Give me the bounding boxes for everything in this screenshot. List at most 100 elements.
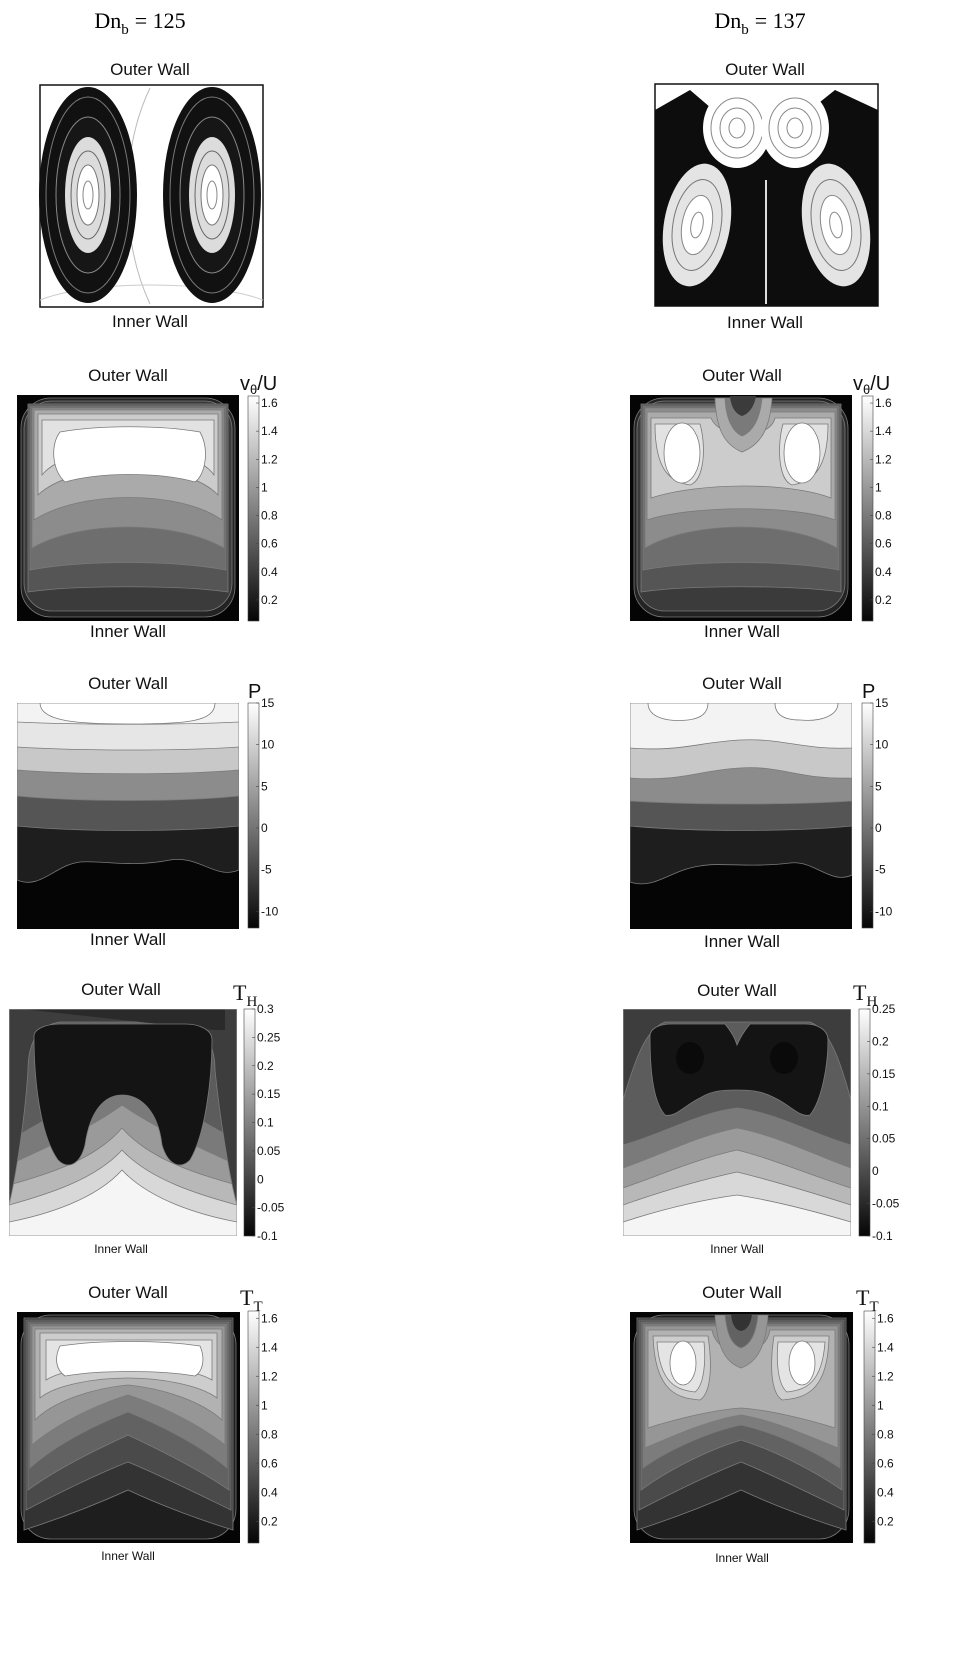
- colorbar-scale: [247, 702, 260, 929]
- colorbar-tick-label: 0.2: [257, 1059, 274, 1073]
- colorbar-tick-label: 0.2: [261, 1514, 278, 1528]
- colorbar-2: 1.6 1.4 1.2 1 0.8 0.6 0.4 0.2 vθ/U: [853, 373, 892, 622]
- colorbar-tick-label: 0: [261, 821, 268, 835]
- colorbar-tick-label: 0.8: [877, 1427, 894, 1441]
- colorbar-scale: [861, 702, 874, 929]
- streamline-plot-2: [654, 83, 879, 307]
- colorbar-tick-label: 0.6: [261, 537, 278, 551]
- outer-wall-label: Outer Wall: [88, 366, 168, 385]
- streamline-plot-1: [39, 84, 264, 308]
- pressure-contour-plot-2: [630, 703, 852, 929]
- outer-wall-label: Outer Wall: [702, 674, 782, 693]
- pressure-contour-plot-1: [17, 703, 239, 929]
- velocity-contour-plot-1: [17, 395, 239, 621]
- colorbar-tick-label: 10: [261, 738, 275, 752]
- colorbar-tick-label: 0.1: [872, 1099, 889, 1113]
- colorbar-tick-label: 0.2: [872, 1034, 889, 1048]
- inner-wall-label: Inner Wall: [704, 932, 780, 951]
- colorbar-8: 1.6 1.4 1.2 1 0.8 0.6 0.4 0.2 TT: [856, 1285, 894, 1544]
- velocity-contour-plot-2: [630, 395, 852, 621]
- temperature-h-contour-plot-1: [9, 1009, 237, 1236]
- colorbar-tick-label: 1: [875, 480, 882, 494]
- colorbar-tick-label: 1.4: [875, 424, 892, 438]
- colorbar-tick-label: 0.8: [875, 509, 892, 523]
- colorbar-scale: [863, 1310, 876, 1544]
- outer-wall-label: Outer Wall: [697, 981, 777, 1000]
- colorbar-title: TH: [853, 980, 877, 1010]
- colorbar-tick-label: 15: [875, 696, 889, 710]
- colorbar-tick-label: 0.25: [872, 1002, 896, 1016]
- inner-wall-label: Inner Wall: [715, 1551, 769, 1565]
- colorbar-tick-label: 1.2: [877, 1369, 894, 1383]
- colorbar-tick-label: 0.2: [877, 1514, 894, 1528]
- colorbar-tick-label: 1.2: [261, 452, 278, 466]
- colorbar-title: vθ/U: [240, 373, 277, 397]
- inner-wall-label: Inner Wall: [112, 312, 188, 331]
- colorbar-tick-label: 0.3: [257, 1002, 274, 1016]
- colorbar-tick-label: 0.2: [261, 593, 278, 607]
- colorbar-title: TT: [856, 1285, 879, 1315]
- colorbar-tick-label: 0.2: [875, 593, 892, 607]
- colorbar-title: vθ/U: [853, 373, 890, 397]
- colorbar-tick-label: 0.6: [261, 1456, 278, 1470]
- colorbar-tick-label: 0.8: [261, 1427, 278, 1441]
- colorbar-tick-label: -5: [875, 863, 886, 877]
- colorbar-tick-label: 0: [257, 1172, 264, 1186]
- colorbar-tick-label: 0.8: [261, 509, 278, 523]
- colorbar-tick-label: 1.2: [261, 1369, 278, 1383]
- colorbar-tick-label: 0.4: [875, 565, 892, 579]
- colorbar-tick-label: 0.6: [875, 537, 892, 551]
- colorbar-title: P: [862, 681, 875, 703]
- colorbar-tick-label: 0.15: [872, 1067, 896, 1081]
- colorbar-tick-label: 1.4: [261, 1340, 278, 1354]
- colorbar-tick-label: 0.25: [257, 1030, 281, 1044]
- colorbar-tick-label: 5: [261, 779, 268, 793]
- colorbar-tick-label: 0.05: [257, 1144, 281, 1158]
- colorbar-tick-label: -0.1: [257, 1229, 278, 1243]
- inner-wall-label: Inner Wall: [90, 622, 166, 641]
- colorbar-tick-label: 0.15: [257, 1087, 281, 1101]
- colorbar-tick-label: -0.1: [872, 1229, 893, 1243]
- column-header-1: Dnb = 125: [94, 8, 185, 38]
- colorbar-tick-label: 0: [872, 1164, 879, 1178]
- colorbar-tick-label: 0.4: [261, 565, 278, 579]
- colorbar-tick-label: 1.6: [261, 1311, 278, 1325]
- colorbar-tick-label: -5: [261, 863, 272, 877]
- temperature-t-contour-plot-2: [630, 1312, 853, 1543]
- colorbar-title: P: [248, 681, 261, 703]
- inner-wall-label: Inner Wall: [94, 1242, 148, 1256]
- outer-wall-label: Outer Wall: [88, 674, 168, 693]
- inner-wall-label: Inner Wall: [727, 313, 803, 332]
- temperature-h-contour-plot-2: [623, 1009, 851, 1236]
- inner-wall-label: Inner Wall: [101, 1549, 155, 1563]
- colorbar-tick-label: 1.4: [261, 424, 278, 438]
- temperature-t-contour-plot-1: [17, 1312, 240, 1543]
- colorbar-tick-label: 0.4: [261, 1485, 278, 1499]
- colorbar-tick-label: -0.05: [257, 1201, 285, 1215]
- outer-wall-label: Outer Wall: [81, 980, 161, 999]
- inner-wall-label: Inner Wall: [704, 622, 780, 641]
- colorbar-tick-label: -10: [261, 904, 279, 918]
- colorbar-tick-label: 5: [875, 779, 882, 793]
- colorbar-5: 0.3 0.25 0.2 0.15 0.1 0.05 0 -0.05 -0.1 TH: [233, 980, 285, 1243]
- colorbar-title: TH: [233, 980, 257, 1010]
- colorbar-tick-label: 1.2: [875, 452, 892, 466]
- colorbar-title: TT: [240, 1285, 263, 1315]
- colorbar-tick-label: 0.4: [877, 1485, 894, 1499]
- colorbar-tick-label: 1.6: [261, 396, 278, 410]
- colorbar-tick-label: -10: [875, 904, 893, 918]
- colorbar-tick-label: 1.6: [875, 396, 892, 410]
- colorbar-3: 15 10 5 0 -5 -10 P: [247, 681, 279, 929]
- colorbar-tick-label: 0: [875, 821, 882, 835]
- column-header-2: Dnb = 137: [714, 8, 805, 38]
- colorbar-tick-label: 1: [261, 480, 268, 494]
- outer-wall-label: Outer Wall: [725, 60, 805, 79]
- colorbar-4: 15 10 5 0 -5 -10 P: [861, 681, 893, 929]
- outer-wall-label: Outer Wall: [88, 1283, 168, 1302]
- outer-wall-label: Outer Wall: [110, 60, 190, 79]
- colorbar-6: 0.25 0.2 0.15 0.1 0.05 0 -0.05 -0.1 TH: [853, 980, 900, 1243]
- colorbar-tick-label: 0.1: [257, 1116, 274, 1130]
- colorbar-scale: [247, 1310, 260, 1544]
- colorbar-tick-label: 1: [261, 1398, 268, 1412]
